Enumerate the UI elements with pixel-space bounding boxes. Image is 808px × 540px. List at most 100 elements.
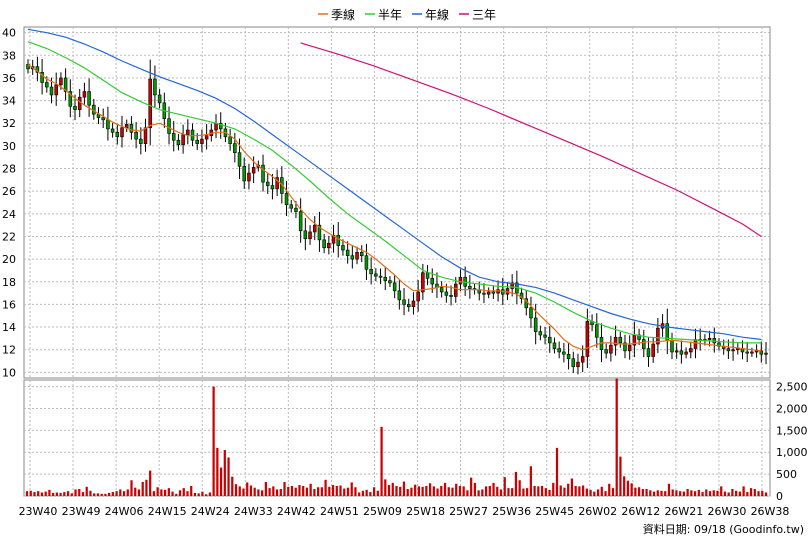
- candle-body-up: [204, 135, 209, 140]
- candle: [275, 169, 279, 197]
- candle: [355, 246, 359, 265]
- candle-body-up: [689, 348, 693, 353]
- candle: [251, 156, 256, 183]
- candle-body-up: [627, 344, 632, 352]
- candle-body-up: [308, 231, 312, 240]
- candle: [745, 342, 749, 363]
- volume-bar: [33, 492, 36, 496]
- volume-bar: [764, 492, 768, 496]
- volume-bar: [611, 488, 615, 496]
- candle-body-down: [529, 307, 533, 319]
- candle: [458, 269, 463, 292]
- volume-bar: [652, 491, 656, 496]
- candle-body-down: [679, 350, 684, 355]
- volume-bar: [380, 426, 383, 496]
- candle-body-up: [458, 276, 463, 285]
- volume-bar: [107, 492, 111, 496]
- volume-bar: [178, 490, 182, 496]
- candle: [674, 343, 679, 359]
- volume-bar: [122, 491, 126, 496]
- volume-bar: [346, 487, 350, 496]
- candle-body-down: [449, 295, 453, 297]
- volume-bar: [313, 488, 316, 496]
- candle: [120, 115, 124, 148]
- volume-bar: [137, 489, 141, 496]
- candle-body-down: [468, 285, 472, 289]
- legend-label: 年線: [425, 7, 449, 22]
- legend-entry: 三年: [459, 8, 496, 22]
- volume-bar: [533, 485, 536, 496]
- volume-bar: [212, 386, 215, 496]
- candle-body-down: [106, 119, 110, 130]
- candle-body-down: [359, 252, 364, 257]
- volume-bar: [589, 489, 592, 496]
- candle-body-down: [345, 249, 350, 257]
- volume-bar: [231, 476, 234, 496]
- volume-bar: [40, 492, 44, 496]
- candle-body-down: [548, 336, 552, 344]
- candle: [576, 353, 580, 375]
- volume-bar: [436, 488, 439, 496]
- volume-bar: [335, 485, 338, 496]
- volume-bar: [320, 487, 323, 496]
- candle-body-down: [759, 350, 764, 355]
- candle-body-up: [312, 224, 317, 233]
- price-tick-label: 20: [2, 253, 16, 266]
- candle-body-down: [303, 230, 308, 240]
- candle-body-down: [237, 152, 242, 167]
- candle: [157, 88, 162, 109]
- candle: [101, 108, 105, 128]
- volume-bar: [305, 487, 309, 496]
- candle-body-down: [265, 181, 270, 186]
- volume-bar: [514, 471, 518, 496]
- volume-bar: [216, 447, 219, 496]
- candle-body-down: [670, 340, 674, 353]
- volume-bar: [753, 488, 756, 496]
- candle: [486, 287, 491, 299]
- candle-body-up: [750, 351, 754, 354]
- x-tick-label: 26W21: [664, 505, 703, 518]
- legend-entry: 季線: [318, 7, 355, 22]
- candle: [454, 276, 458, 303]
- volume-bar: [738, 491, 741, 496]
- candle: [402, 287, 406, 316]
- candle-body-up: [656, 327, 660, 345]
- x-tick-label: 26W30: [708, 505, 747, 518]
- volume-bar: [48, 489, 51, 496]
- candle-body-up: [214, 122, 218, 131]
- volume-bar: [731, 488, 734, 496]
- volume-bar: [749, 488, 753, 496]
- ma-line-年線: [27, 28, 762, 341]
- volume-bar: [74, 489, 77, 496]
- volume-bar: [399, 486, 402, 496]
- volume-bar: [130, 480, 133, 496]
- volume-bar: [458, 485, 462, 496]
- candle-body-down: [383, 276, 388, 281]
- volume-bar: [761, 490, 764, 496]
- volume-bar: [302, 485, 305, 496]
- candle: [378, 268, 383, 285]
- candle: [543, 327, 547, 345]
- candle-body-down: [171, 133, 176, 141]
- candle-body-down: [392, 282, 397, 292]
- volume-bar: [641, 488, 644, 496]
- volume-bar: [496, 486, 499, 496]
- price-tick-label: 22: [2, 230, 16, 243]
- candle-body-down: [341, 245, 345, 251]
- candle-body-down: [378, 275, 383, 278]
- candle-body-up: [181, 134, 185, 146]
- x-tick-label: 24W24: [191, 505, 230, 518]
- candle: [613, 325, 618, 356]
- volume-bar: [679, 491, 682, 496]
- volume-bar: [167, 488, 170, 496]
- volume-bar: [171, 491, 174, 496]
- candle-body-down: [491, 291, 496, 294]
- candle-body-up: [674, 350, 679, 353]
- candle: [416, 280, 420, 312]
- volume-bar: [104, 493, 107, 496]
- candle-body-up: [275, 177, 279, 190]
- candle-body-down: [439, 287, 444, 293]
- candle-body-down: [444, 291, 449, 296]
- price-plot-frame: [23, 26, 771, 379]
- volume-bar: [343, 488, 346, 496]
